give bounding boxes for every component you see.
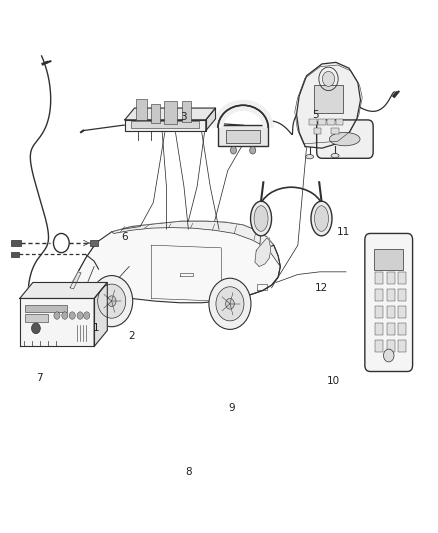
Ellipse shape <box>331 154 339 158</box>
Text: 1: 1 <box>93 323 100 333</box>
Bar <box>398 289 406 301</box>
Bar <box>398 306 406 318</box>
Polygon shape <box>112 221 280 266</box>
Ellipse shape <box>314 206 328 231</box>
Bar <box>318 119 326 125</box>
Bar <box>375 289 383 301</box>
Bar <box>151 104 160 123</box>
Bar <box>327 119 335 125</box>
Bar <box>375 306 383 318</box>
Circle shape <box>98 284 126 318</box>
Bar <box>387 306 395 318</box>
Bar <box>375 323 383 335</box>
Bar <box>90 240 98 246</box>
Polygon shape <box>206 108 215 131</box>
Text: 8: 8 <box>185 467 192 477</box>
Ellipse shape <box>311 201 332 236</box>
Text: 10: 10 <box>326 376 339 386</box>
Polygon shape <box>68 221 280 303</box>
Circle shape <box>250 147 256 154</box>
Bar <box>375 272 383 284</box>
Bar <box>336 119 343 125</box>
Ellipse shape <box>254 206 268 231</box>
Bar <box>182 101 191 122</box>
Circle shape <box>32 323 40 334</box>
Circle shape <box>322 71 335 86</box>
Text: 6: 6 <box>121 232 128 242</box>
Bar <box>387 272 395 284</box>
Bar <box>387 340 395 352</box>
Text: 5: 5 <box>312 110 319 119</box>
Bar <box>136 99 147 120</box>
Bar <box>314 128 321 134</box>
Bar <box>11 252 19 257</box>
Polygon shape <box>297 62 360 148</box>
Bar <box>398 340 406 352</box>
Polygon shape <box>125 120 206 131</box>
Ellipse shape <box>329 132 360 146</box>
Bar <box>314 85 343 113</box>
FancyBboxPatch shape <box>317 120 373 158</box>
Polygon shape <box>70 272 81 289</box>
Bar <box>387 323 395 335</box>
Circle shape <box>383 349 394 362</box>
Bar <box>11 240 21 246</box>
Polygon shape <box>94 282 107 346</box>
Text: 11: 11 <box>337 227 350 237</box>
Ellipse shape <box>306 155 314 159</box>
Bar <box>398 272 406 284</box>
FancyBboxPatch shape <box>365 233 413 372</box>
Circle shape <box>91 276 133 327</box>
Bar <box>331 128 339 134</box>
Text: 9: 9 <box>229 403 236 413</box>
Bar <box>25 305 67 312</box>
Circle shape <box>226 298 234 309</box>
Circle shape <box>54 312 60 319</box>
Text: 2: 2 <box>128 331 135 341</box>
Bar <box>309 119 317 125</box>
Bar <box>374 249 403 270</box>
Bar <box>131 121 199 128</box>
Ellipse shape <box>251 201 272 236</box>
Bar <box>375 340 383 352</box>
Circle shape <box>209 278 251 329</box>
Circle shape <box>62 312 68 319</box>
Text: 7: 7 <box>36 374 43 383</box>
Bar <box>226 130 260 143</box>
Circle shape <box>77 312 83 319</box>
Polygon shape <box>255 238 271 266</box>
Bar <box>218 125 268 146</box>
Text: 3: 3 <box>180 112 187 122</box>
Circle shape <box>230 147 237 154</box>
Polygon shape <box>20 298 94 346</box>
Circle shape <box>216 287 244 321</box>
Bar <box>387 289 395 301</box>
Polygon shape <box>125 108 215 120</box>
Text: 12: 12 <box>315 283 328 293</box>
Circle shape <box>84 312 90 319</box>
Bar <box>398 323 406 335</box>
Bar <box>164 101 177 124</box>
Polygon shape <box>20 282 107 298</box>
Circle shape <box>69 312 75 319</box>
Circle shape <box>107 296 116 306</box>
Bar <box>25 314 48 322</box>
